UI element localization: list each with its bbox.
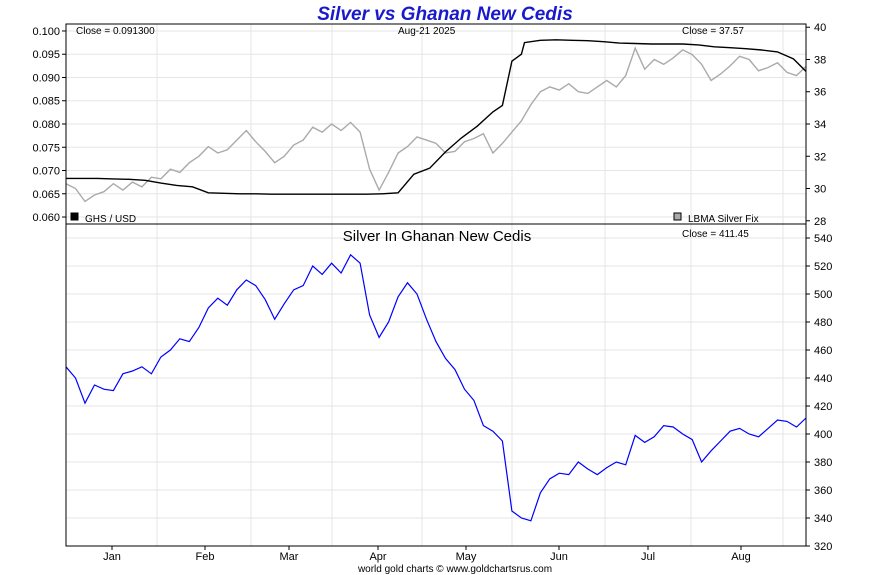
top-right-tick-label: 32 [814, 151, 826, 163]
bottom-tick-label: 440 [814, 373, 832, 385]
x-tick-label: Apr [369, 551, 386, 563]
footer-credit: world gold charts © www.goldchartsrus.co… [357, 564, 552, 575]
top-left-tick-label: 0.065 [32, 189, 60, 201]
top-left-tick-label: 0.095 [32, 49, 60, 61]
bottom-tick-label: 540 [814, 233, 832, 245]
bottom-tick-label: 320 [814, 541, 832, 553]
bottom-tick-label: 420 [814, 401, 832, 413]
top-left-tick-label: 0.090 [32, 72, 60, 84]
bottom-chart-title: Silver In Ghanan New Cedis [343, 228, 531, 245]
bottom-close-label: Close = 411.45 [682, 229, 749, 240]
bottom-plot-frame [65, 223, 807, 547]
top-panel: 0.060 0.065 0.070 0.075 0.080 0.085 0.090 0.095… [32, 22, 826, 228]
date-label: Aug-21 2025 [398, 26, 456, 37]
bottom-tick-label: 500 [814, 289, 832, 301]
ghs-usd-line [66, 39, 807, 195]
bottom-tick-label: 520 [814, 261, 832, 273]
silver-in-cedis-line [65, 253, 807, 522]
x-tick-label: Jun [550, 551, 568, 563]
bottom-panel: 320 340 360 380 400 420 440 460 480 500 520 540 Sil… [65, 223, 832, 553]
legend-label-silver: LBMA Silver Fix [688, 214, 759, 225]
bottom-tick-label: 380 [814, 457, 832, 469]
top-right-tick-label: 34 [814, 119, 826, 131]
x-tick-label: Jan [103, 551, 121, 563]
top-left-tick-label: 0.075 [32, 142, 60, 154]
close-right-label: Close = 37.57 [682, 26, 744, 37]
bottom-tick-label: 460 [814, 345, 832, 357]
bottom-tick-label: 480 [814, 317, 832, 329]
x-tick-label: Feb [196, 551, 215, 563]
top-left-tick-label: 0.060 [32, 212, 60, 224]
x-tick-label: Mar [280, 551, 299, 563]
top-right-tick-label: 30 [814, 184, 826, 196]
legend-label-ghs: GHS / USD [85, 214, 136, 225]
top-left-tick-label: 0.100 [32, 26, 60, 38]
top-right-tick-label: 28 [814, 216, 826, 228]
top-left-tick-label: 0.070 [32, 166, 60, 178]
top-left-tick-label: 0.080 [32, 119, 60, 131]
top-right-tick-label: 36 [814, 87, 826, 99]
top-left-tick-label: 0.085 [32, 96, 60, 108]
silver-fix-line [65, 46, 807, 203]
bottom-tick-label: 360 [814, 485, 832, 497]
legend-swatch-ghs [70, 212, 79, 221]
bottom-tick-label: 400 [814, 429, 832, 441]
bottom-tick-label: 340 [814, 513, 832, 525]
top-right-tick-label: 40 [814, 22, 826, 34]
close-left-label: Close = 0.091300 [76, 26, 155, 37]
top-right-tick-label: 38 [814, 54, 826, 66]
x-tick-label: Jul [641, 551, 655, 563]
x-tick-label: Aug [731, 551, 751, 563]
legend-swatch-silver [673, 212, 682, 221]
x-tick-label: May [456, 551, 477, 563]
chart-title: Silver vs Ghanan New Cedis [317, 4, 573, 25]
